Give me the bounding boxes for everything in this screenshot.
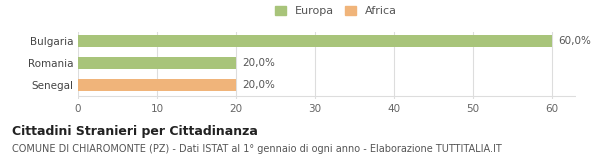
Text: Cittadini Stranieri per Cittadinanza: Cittadini Stranieri per Cittadinanza — [12, 125, 258, 138]
Bar — [78, 35, 552, 47]
Text: 20,0%: 20,0% — [242, 80, 275, 90]
Text: 60,0%: 60,0% — [559, 36, 592, 46]
Text: COMUNE DI CHIAROMONTE (PZ) - Dati ISTAT al 1° gennaio di ogni anno - Elaborazion: COMUNE DI CHIAROMONTE (PZ) - Dati ISTAT … — [12, 144, 502, 154]
Bar — [78, 79, 236, 91]
Legend: Europa, Africa: Europa, Africa — [275, 6, 397, 16]
Text: 20,0%: 20,0% — [242, 58, 275, 68]
Bar — [78, 57, 236, 69]
